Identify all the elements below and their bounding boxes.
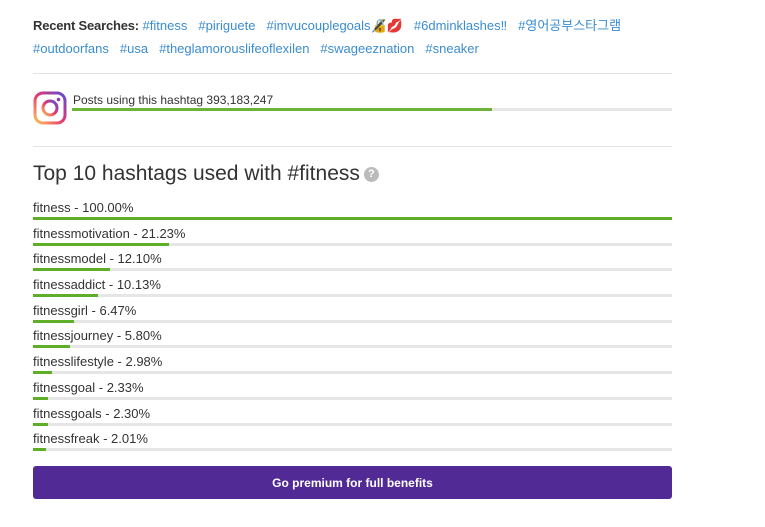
recent-search-link[interactable]: #sneaker [425,41,479,56]
title-text: Top 10 hashtags used with #fitness [33,162,360,185]
divider [33,73,672,74]
hashtag-row: fitnesslifestyle - 2.98% [33,353,672,379]
hashtag-bar-fill [33,422,48,426]
go-premium-button[interactable]: Go premium for full benefits [33,466,672,499]
hashtag-label[interactable]: fitnessgoals - 2.30% [33,405,151,421]
hashtag-bar [33,242,672,246]
hashtag-bar-fill [33,242,169,246]
hashtag-bar-fill [33,345,71,349]
hashtag-label[interactable]: fitnessmodel - 12.10% [33,251,162,267]
hashtag-label[interactable]: fitnesslifestyle - 2.98% [33,354,163,370]
recent-searches-label: Recent Searches: [33,18,139,33]
hashtag-row: fitnessgoal - 2.33% [33,379,672,405]
divider [33,146,672,147]
hashtag-bar [33,396,672,400]
recent-search-link[interactable]: #imvucouplegoals🔏💋 [266,18,403,33]
hashtag-row: fitnessfreak - 2.01% [33,430,672,456]
hashtag-bar [33,371,672,375]
hashtag-bar [33,294,672,298]
hashtag-label[interactable]: fitnessgirl - 6.47% [33,302,137,318]
hashtag-row: fitnessaddict - 10.13% [33,276,672,302]
hashtag-bar-fill [33,217,672,220]
recent-search-link[interactable]: #영어공부스타그램 [518,18,622,33]
instagram-icon [33,91,67,125]
hashtag-bar-fill [33,396,48,400]
hashtag-bar [33,319,672,323]
recent-search-link[interactable]: #swageeznation [320,41,415,56]
posts-bar [72,108,672,111]
recent-search-link[interactable]: #piriguete [198,18,256,33]
recent-search-link[interactable]: #fitness [142,18,188,33]
recent-search-link[interactable]: #6dminklashes‼ [413,18,508,33]
recent-search-link[interactable]: #usa [119,41,149,56]
recent-search-link[interactable]: #outdoorfans [33,41,109,56]
hashtag-row: fitnessgoals - 2.30% [33,405,672,431]
hashtag-label[interactable]: fitnessjourney - 5.80% [33,328,162,344]
question-circle-icon[interactable]: ? [363,166,379,182]
hashtag-bar-fill [33,319,75,323]
hashtag-row: fitness - 100.00% [33,199,672,225]
hashtag-label[interactable]: fitnessaddict - 10.13% [33,277,161,293]
hashtag-bar [33,268,672,272]
posts-bar-fill [72,108,492,111]
hashtag-bar-fill [33,371,53,375]
hashtag-bar [33,422,672,426]
page-title: Top 10 hashtags used with #fitness? [33,162,379,186]
hashtag-bar [33,217,672,220]
posts-count: Posts using this hashtag 393,183,247 [73,93,274,107]
hashtag-bar-fill [33,294,98,298]
hashtag-row: fitnessmodel - 12.10% [33,250,672,276]
recent-search-link[interactable]: #theglamorouslifeoflexilen [159,41,310,56]
hashtag-bar-fill [33,448,46,452]
hashtag-label[interactable]: fitnessgoal - 2.33% [33,379,144,395]
recent-searches: Recent Searches: #fitness #piriguete #imvu… [33,14,673,60]
hashtag-row: fitnessmotivation - 21.23% [33,225,672,251]
hashtag-bar [33,448,672,452]
hashtag-bar-fill [33,268,111,272]
hashtag-row: fitnessjourney - 5.80% [33,327,672,353]
hashtag-bar [33,345,672,349]
top-hashtags-list: fitness - 100.00% fitnessmotivation - 21.… [33,199,672,456]
hashtag-row: fitnessgirl - 6.47% [33,302,672,328]
hashtag-label[interactable]: fitnessfreak - 2.01% [33,431,148,447]
hashtag-label[interactable]: fitness - 100.00% [33,200,134,215]
hashtag-label[interactable]: fitnessmotivation - 21.23% [33,225,186,241]
